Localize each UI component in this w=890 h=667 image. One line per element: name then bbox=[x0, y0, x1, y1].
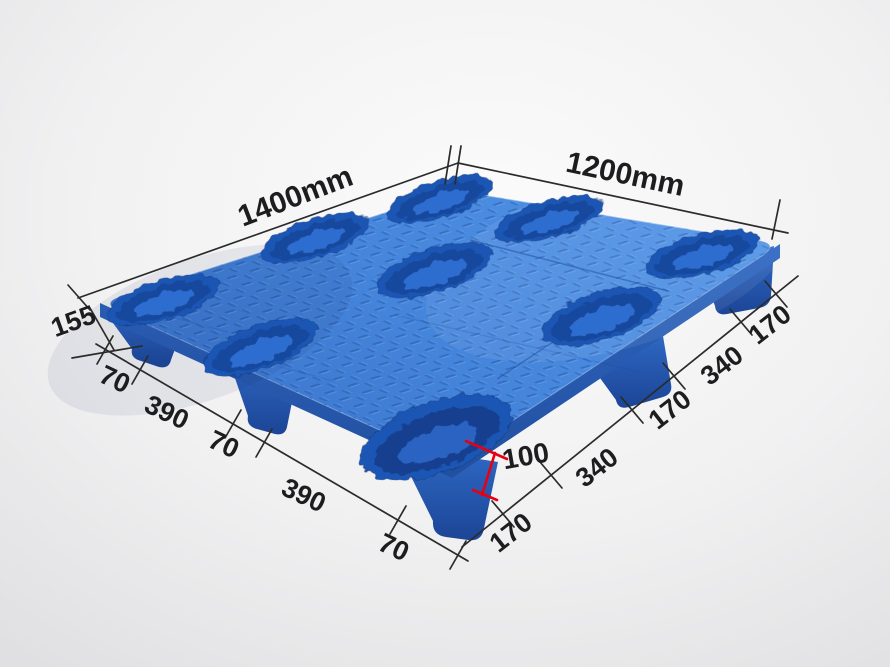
chain-tick bbox=[729, 308, 753, 336]
dim-tick bbox=[444, 145, 452, 185]
dim-length-1400 bbox=[67, 145, 462, 311]
accent-tick-bottom bbox=[471, 488, 499, 502]
pallet-cup bbox=[202, 317, 318, 377]
chain-tick bbox=[620, 396, 644, 424]
dim-height-155 bbox=[71, 307, 143, 359]
cup-floor bbox=[230, 335, 293, 366]
seam-line bbox=[469, 239, 669, 292]
chain-tick bbox=[491, 500, 515, 528]
dim-chain-right bbox=[461, 275, 799, 548]
chain-tick bbox=[662, 362, 686, 390]
dimension-annotations bbox=[67, 145, 799, 570]
chain-line-left bbox=[95, 343, 469, 562]
dim-tick bbox=[67, 284, 91, 311]
pallet-cup bbox=[359, 393, 513, 481]
cup-floor bbox=[520, 210, 579, 234]
pallet-cup bbox=[494, 195, 604, 243]
chain-tick bbox=[131, 355, 149, 385]
dim-tick bbox=[71, 345, 143, 359]
pallet-cup bbox=[106, 273, 220, 327]
cup-floor bbox=[403, 259, 467, 289]
pallet-cup bbox=[376, 241, 492, 299]
deck-shade bbox=[47, 244, 353, 416]
pallet-cup bbox=[541, 285, 661, 347]
dim-tick bbox=[454, 145, 462, 185]
cup-floor bbox=[672, 244, 733, 270]
seam-line bbox=[496, 337, 560, 380]
accent-tick-top bbox=[464, 439, 509, 461]
dim-width-1200 bbox=[457, 162, 789, 240]
dim-line-height bbox=[89, 307, 115, 351]
chain-line-right bbox=[461, 275, 799, 548]
chain-tick bbox=[539, 461, 563, 489]
pallet-cups bbox=[106, 174, 759, 481]
seam-line bbox=[394, 314, 641, 373]
pallet-cup bbox=[645, 229, 759, 279]
cup-floor bbox=[413, 189, 469, 214]
dim-tick bbox=[771, 199, 781, 240]
chain-tick bbox=[389, 505, 407, 535]
cup-floor bbox=[398, 423, 479, 464]
chain-tick bbox=[224, 409, 242, 439]
dim-foot-height-100 bbox=[464, 439, 509, 502]
pallet-cup bbox=[386, 174, 494, 224]
dim-line-length bbox=[77, 162, 459, 299]
cup-floor bbox=[569, 304, 635, 335]
chain-tick bbox=[764, 280, 788, 308]
pallet-cup bbox=[260, 212, 370, 264]
accent-line bbox=[480, 451, 497, 497]
pallet-illustration bbox=[47, 167, 795, 541]
dim-line-width bbox=[457, 162, 789, 234]
cup-floor bbox=[287, 228, 345, 254]
cup-floor bbox=[134, 290, 194, 316]
chain-tick bbox=[96, 335, 114, 365]
chain-tick bbox=[255, 428, 273, 458]
